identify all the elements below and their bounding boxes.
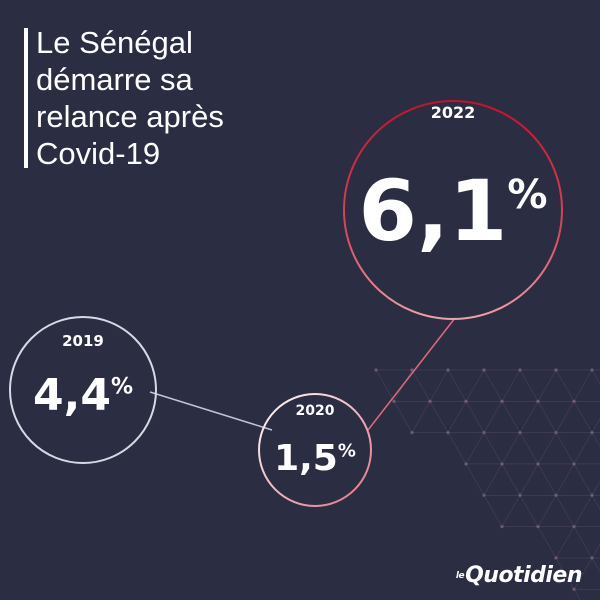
data-ring-2019 [9, 316, 157, 464]
le-quotidien-logo: leQuotidien [455, 563, 583, 588]
title-accent-bar [24, 28, 28, 168]
logo-prefix: le [455, 571, 465, 581]
headline-line-1: Le Sénégal [36, 25, 193, 60]
connector-2020-2022 [367, 317, 456, 431]
decorative-mesh [374, 368, 600, 600]
trend-connectors [149, 317, 456, 431]
data-ring-2022 [343, 100, 563, 320]
logo-name: Quotidien [465, 563, 582, 588]
headline: Le Sénégal démarre sa relance après Covi… [36, 24, 276, 172]
data-ring-2020 [258, 393, 372, 507]
headline-line-3: relance après [36, 99, 224, 134]
headline-line-4: Covid-19 [36, 136, 161, 171]
data-point-2019: 2019 4,4% [9, 316, 157, 464]
data-point-2022: 2022 6,1% [343, 100, 563, 320]
data-marks: 2019 4,4% 2020 1,5% 2022 6,1% [9, 100, 563, 507]
connector-2019-2020 [149, 391, 273, 431]
data-point-2020: 2020 1,5% [258, 393, 372, 507]
year-label-2020: 2020 [296, 403, 335, 419]
headline-line-2: démarre sa [36, 62, 193, 97]
year-label-2019: 2019 [62, 332, 104, 350]
year-label-2022: 2022 [431, 103, 476, 122]
value-label-2022: 6,1% [359, 162, 548, 260]
value-label-2019: 4,4% [33, 370, 133, 421]
value-label-2020: 1,5% [274, 438, 356, 479]
